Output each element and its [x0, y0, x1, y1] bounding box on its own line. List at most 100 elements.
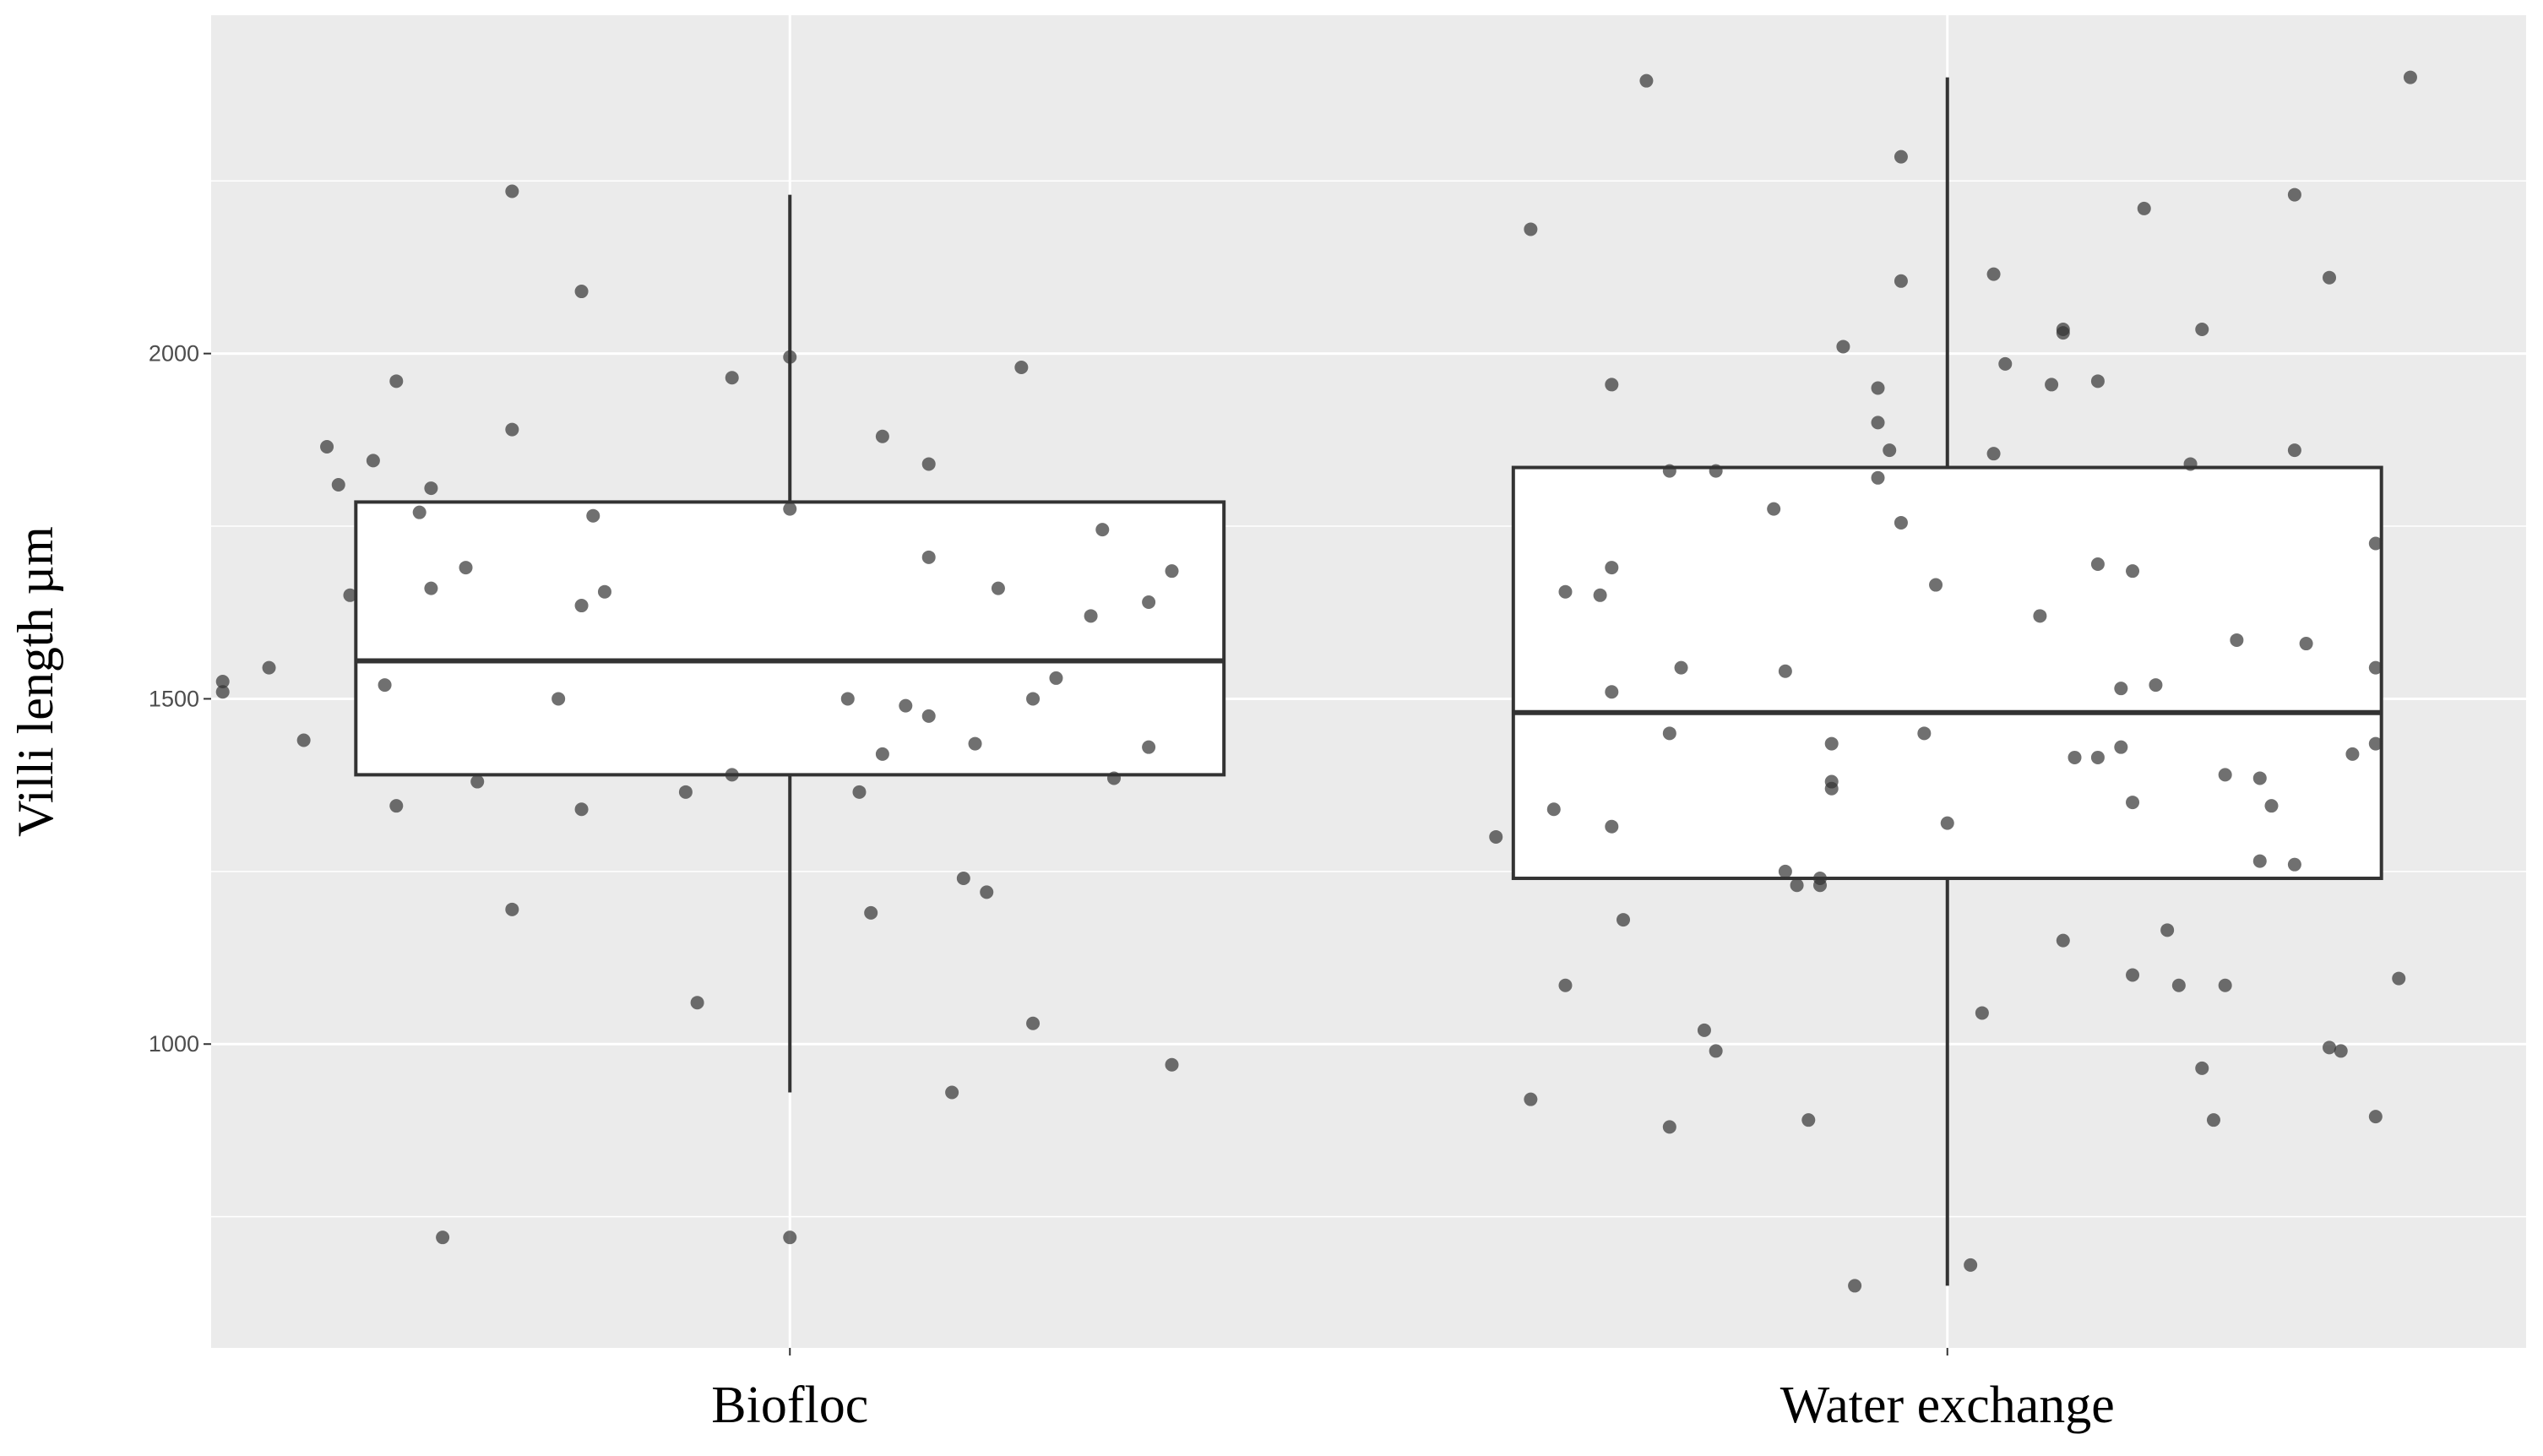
- data-point: [1986, 447, 2001, 461]
- data-point: [505, 902, 519, 916]
- data-point: [1524, 1092, 1538, 1106]
- data-point: [1026, 1016, 1041, 1030]
- x-axis-ticks: Biofloc Water exchange: [711, 1348, 2115, 1434]
- data-point: [1639, 73, 1654, 88]
- data-point: [1848, 1279, 1862, 1293]
- data-point: [945, 1085, 959, 1100]
- data-point: [2218, 768, 2232, 782]
- data-point: [1964, 1258, 1978, 1272]
- data-point: [2045, 378, 2059, 392]
- data-point: [2056, 933, 2070, 948]
- data-point: [725, 371, 739, 385]
- y-tick-label: 2000: [149, 341, 199, 367]
- data-point: [980, 885, 994, 899]
- data-point: [1558, 978, 1573, 992]
- data-point: [424, 481, 438, 496]
- data-point: [1778, 664, 1792, 678]
- data-point: [574, 285, 589, 299]
- data-point: [1605, 819, 1619, 834]
- data-point: [215, 685, 230, 699]
- data-point: [1894, 274, 1908, 288]
- data-point: [1662, 464, 1676, 478]
- y-tick-label: 1000: [149, 1031, 199, 1057]
- data-point: [436, 1231, 450, 1245]
- data-point: [1883, 443, 1897, 458]
- data-point: [2299, 637, 2313, 651]
- data-point: [875, 429, 889, 443]
- data-point: [1986, 267, 2001, 281]
- data-point: [2287, 187, 2301, 202]
- data-point: [2206, 1113, 2220, 1127]
- data-point: [2368, 536, 2383, 551]
- data-point: [1049, 671, 1063, 685]
- data-point: [2183, 457, 2198, 471]
- data-point: [2218, 978, 2232, 992]
- data-point: [1662, 1120, 1676, 1134]
- data-point: [1489, 829, 1503, 844]
- data-point: [1824, 781, 1839, 796]
- data-point: [1617, 913, 1631, 927]
- data-point: [412, 505, 427, 519]
- data-point: [1998, 356, 2013, 371]
- data-point: [2090, 750, 2105, 764]
- x-tick-label: Water exchange: [1780, 1377, 2115, 1434]
- data-point: [2403, 70, 2417, 84]
- data-point: [2368, 660, 2383, 675]
- boxes-layer: [354, 77, 2383, 1286]
- data-point: [262, 660, 276, 675]
- data-point: [2287, 857, 2301, 872]
- data-point: [1801, 1113, 1816, 1127]
- data-point: [1014, 360, 1029, 374]
- data-point: [1142, 740, 1156, 754]
- data-point: [956, 872, 970, 886]
- data-point: [1940, 816, 1954, 830]
- data-point: [1871, 416, 1885, 430]
- data-point: [2392, 971, 2406, 986]
- data-point: [1894, 515, 1908, 530]
- data-point: [690, 996, 704, 1010]
- data-point: [1824, 736, 1839, 751]
- data-point: [2252, 771, 2267, 785]
- data-point: [505, 184, 519, 198]
- y-axis-ticks: 1000 1500 2000: [149, 341, 211, 1057]
- data-point: [1026, 692, 1041, 706]
- data-point: [296, 733, 311, 747]
- data-point: [1790, 878, 1804, 893]
- data-point: [2264, 799, 2279, 813]
- data-point: [343, 588, 357, 602]
- data-point: [2056, 326, 2070, 340]
- data-point: [574, 802, 589, 817]
- data-point: [1095, 523, 1110, 537]
- data-point: [875, 747, 889, 761]
- data-point: [1558, 584, 1573, 599]
- data-point: [331, 477, 345, 492]
- data-point: [2195, 323, 2209, 337]
- data-point: [1767, 502, 1781, 516]
- data-point: [725, 768, 739, 782]
- data-point: [899, 698, 913, 713]
- points-layer: [215, 70, 2417, 1293]
- data-point: [2114, 740, 2128, 754]
- data-point: [2171, 978, 2186, 992]
- data-point: [1894, 149, 1908, 164]
- data-point: [1917, 726, 1932, 741]
- data-point: [2368, 736, 2383, 751]
- data-point: [921, 709, 936, 723]
- data-point: [470, 774, 485, 789]
- data-point: [968, 736, 982, 751]
- data-point: [2345, 747, 2360, 761]
- data-point: [2090, 557, 2105, 572]
- data-point: [2195, 1061, 2209, 1075]
- y-axis-label: Villi length µm: [8, 526, 63, 837]
- data-point: [783, 1231, 797, 1245]
- data-point: [378, 678, 392, 693]
- data-point: [2126, 968, 2140, 982]
- data-point: [1593, 588, 1607, 602]
- y-tick-label: 1500: [149, 686, 199, 711]
- data-point: [366, 454, 380, 468]
- data-point: [1546, 802, 1561, 817]
- box-iqr: [354, 500, 1226, 777]
- data-point: [852, 785, 867, 799]
- data-point: [2114, 682, 2128, 696]
